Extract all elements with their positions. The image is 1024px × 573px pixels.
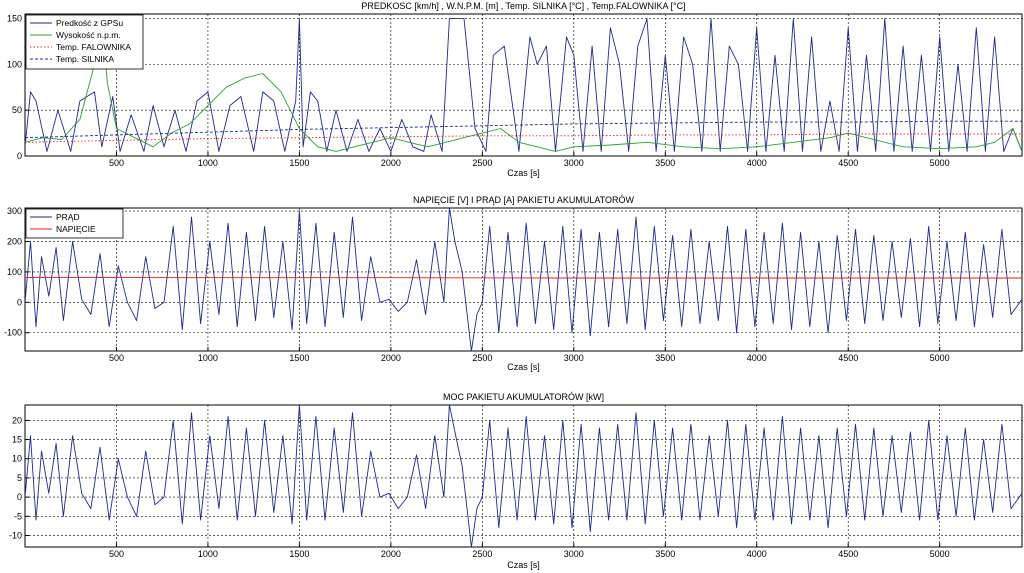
y-tick-label: 150 (7, 14, 22, 24)
series-line-2 (25, 276, 1022, 279)
y-tick-label: 50 (12, 105, 22, 115)
y-tick-label: 0 (17, 297, 22, 307)
chart-title: NAPIĘCIE [V] I PRĄD [A] PAKIETU AKUMULAT… (413, 195, 635, 205)
chart-panel-3: 500 1000 1500 2000 2500 3000 3500 4000 4500 5000 -… (9, 392, 1023, 570)
y-tick-label: 5 (17, 473, 22, 483)
x-tick-label: 2000 (381, 158, 401, 168)
x-tick-label: 3500 (655, 353, 675, 363)
legend-entry: NAPIĘCIE (56, 224, 96, 234)
x-tick-label: 500 (109, 549, 124, 559)
legend: Predkość z GPSu Wysokość n.p.m. Temp. FALO… (25, 14, 144, 70)
y-tick-label: 0 (17, 151, 22, 161)
x-tick-label: 1000 (198, 549, 218, 559)
legend-entry: Temp. FALOWNIKA (56, 42, 131, 52)
x-tick-label: 3500 (655, 549, 675, 559)
chart-panel-2: 500 1000 1500 2000 2500 3000 3500 4000 4500 5000-… (4, 195, 1023, 372)
series-line-2 (25, 18, 1022, 152)
x-tick-label: 4500 (838, 353, 858, 363)
x-tick-label: 2000 (381, 549, 401, 559)
legend-entry: PRĄD (56, 212, 80, 222)
x-tick-label: 4500 (838, 158, 858, 168)
series-line-4 (25, 120, 1022, 139)
x-tick-label: 2500 (472, 549, 492, 559)
legend-box (25, 208, 124, 239)
chart-panel-1: 500 1000 1500 2000 2500 3000 3500 4000 4500 5000 0… (7, 1, 1023, 178)
y-tick-label: 15 (12, 435, 22, 445)
plot-area (24, 404, 1023, 548)
x-axis-label: Czas [s] (507, 362, 540, 372)
x-tick-label: 4000 (747, 158, 767, 168)
y-tick-label: -10 (9, 530, 22, 540)
x-tick-label: 500 (109, 353, 124, 363)
x-tick-label: 1500 (289, 353, 309, 363)
y-tick-label: 200 (7, 236, 22, 246)
series-line-1 (25, 405, 1022, 547)
x-tick-label: 1000 (198, 353, 218, 363)
legend-box (25, 14, 144, 70)
x-tick-label: 4500 (838, 549, 858, 559)
x-tick-label: 500 (109, 158, 124, 168)
x-tick-label: 1500 (289, 549, 309, 559)
x-tick-label: 4000 (747, 549, 767, 559)
y-tick-label: -100 (4, 328, 22, 338)
y-tick-label: 100 (7, 59, 22, 69)
plot-area (24, 13, 1023, 157)
x-tick-label: 3000 (564, 549, 584, 559)
legend-entry: Predkość z GPSu (56, 18, 123, 28)
series-line-1 (25, 18, 1022, 152)
y-tick-label: 300 (7, 206, 22, 216)
legend-entry: Wysokość n.p.m. (56, 30, 121, 40)
x-tick-label: 2500 (472, 353, 492, 363)
x-tick-label: 2000 (381, 353, 401, 363)
x-tick-label: 1500 (289, 158, 309, 168)
chart-title: PREDKOSC [km/h] , W.N.P.M. [m] , Temp. S… (361, 1, 685, 11)
x-tick-label: 3000 (564, 158, 584, 168)
x-axis-label: Czas [s] (507, 168, 540, 178)
y-tick-label: 0 (17, 492, 22, 502)
y-tick-label: 100 (7, 267, 22, 277)
x-tick-label: 5000 (930, 158, 950, 168)
plot-area (24, 207, 1023, 352)
x-tick-label: 3000 (564, 353, 584, 363)
legend: PRĄD NAPIĘCIE (25, 208, 124, 239)
chart-title: MOC PAKIETU AKUMULATORÓW [kW] (443, 392, 604, 402)
series-line-1 (25, 208, 1022, 351)
legend-entry: Temp. SILNIKA (56, 54, 114, 64)
y-tick-label: -5 (14, 511, 22, 521)
x-tick-label: 1000 (198, 158, 218, 168)
x-tick-label: 5000 (930, 549, 950, 559)
y-tick-label: 10 (12, 454, 22, 464)
x-axis-label: Czas [s] (507, 560, 540, 570)
y-tick-label: 20 (12, 415, 22, 425)
x-tick-label: 5000 (930, 353, 950, 363)
x-tick-label: 3500 (655, 158, 675, 168)
x-tick-label: 2500 (472, 158, 492, 168)
x-tick-label: 4000 (747, 353, 767, 363)
